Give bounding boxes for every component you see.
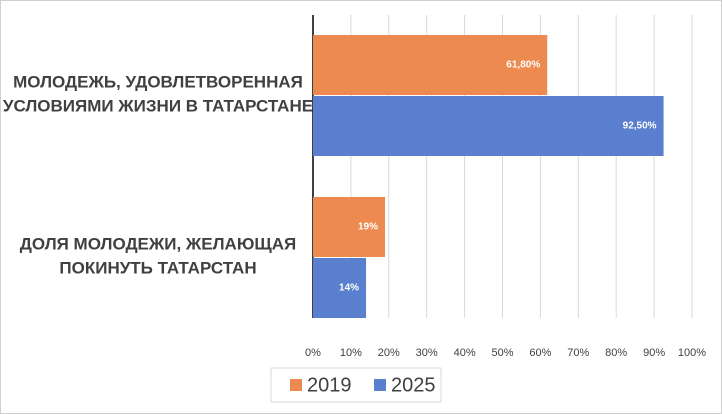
x-tick-label: 80%: [605, 347, 627, 359]
value-label: 61,80%: [506, 60, 540, 71]
y-tick-label-line: ДОЛЯ МОЛОДЕЖИ, ЖЕЛАЮЩАЯ: [20, 235, 296, 254]
y-tick-label: МОЛОДЕЖЬ, УДОВЛЕТВОРЕННАЯ УСЛОВИЯМИ ЖИЗНИ…: [3, 73, 313, 116]
value-label: 19%: [358, 222, 378, 233]
legend-label: 2025: [391, 374, 436, 396]
x-tick-label: 100%: [678, 347, 706, 359]
bar: [313, 35, 548, 95]
bar: [313, 96, 664, 156]
x-tick-label: 60%: [529, 347, 551, 359]
x-tick-label: 20%: [378, 347, 400, 359]
x-tick-label: 10%: [340, 347, 362, 359]
legend-swatch: [290, 379, 302, 391]
bar: [313, 197, 386, 257]
y-tick-label: ДОЛЯ МОЛОДЕЖИ, ЖЕЛАЮЩАЯ ПОКИНУТЬ ТАТАРСТА…: [20, 235, 296, 278]
legend-swatch: [374, 379, 386, 391]
value-label: 92,50%: [623, 121, 657, 132]
x-tick-label: 0%: [305, 347, 321, 359]
y-tick-label-line: МОЛОДЕЖЬ, УДОВЛЕТВОРЕННАЯ: [13, 73, 303, 92]
y-tick-label-line: ПОКИНУТЬ ТАТАРСТАН: [59, 259, 256, 278]
x-tick-label: 50%: [491, 347, 513, 359]
bar: [313, 258, 367, 318]
value-label: 14%: [339, 283, 359, 294]
x-tick-label: 30%: [416, 347, 438, 359]
legend-label: 2019: [307, 374, 352, 396]
x-tick-label: 40%: [454, 347, 476, 359]
x-tick-label: 70%: [567, 347, 589, 359]
y-tick-label-line: УСЛОВИЯМИ ЖИЗНИ В ТАТАРСТАНЕ: [3, 97, 313, 116]
x-tick-label: 90%: [643, 347, 665, 359]
